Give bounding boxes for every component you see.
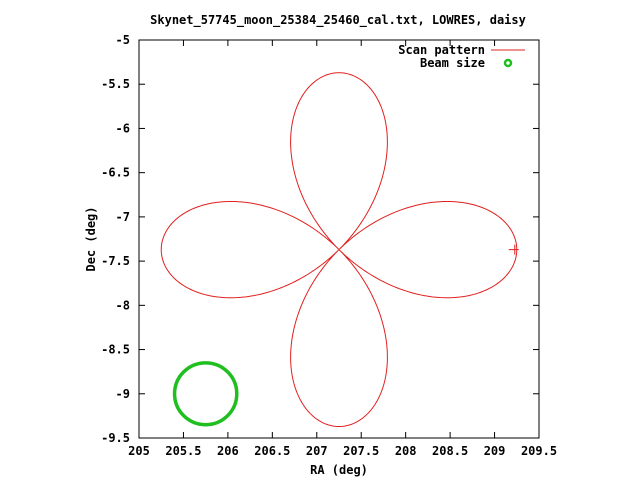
x-tick-label: 207 bbox=[306, 444, 328, 458]
plot-area bbox=[138, 39, 540, 439]
x-tick-label: 206.5 bbox=[254, 444, 290, 458]
y-tick-label: -5.5 bbox=[101, 77, 130, 91]
x-tick-label: 206 bbox=[217, 444, 239, 458]
y-tick-label: -6 bbox=[116, 121, 130, 135]
y-tick-label: -7 bbox=[116, 210, 130, 224]
legend-swatch-beam-size bbox=[503, 58, 513, 68]
y-tick-label: -7.5 bbox=[101, 254, 130, 268]
x-tick-label: 205 bbox=[128, 444, 150, 458]
x-axis: 205 205.5 206 206.5 207 207.5 208 208.5 209 209.5 bbox=[128, 40, 557, 458]
legend: Scan pattern Beam size bbox=[398, 43, 525, 70]
x-tick-label: 209.5 bbox=[521, 444, 557, 458]
plot-border bbox=[138, 39, 540, 439]
y-tick-label: -9 bbox=[116, 387, 130, 401]
y-axis: -5 -5.5 -6 -6.5 -7 -7.5 -8 -8.5 -9 -9.5 bbox=[101, 33, 539, 445]
x-tick-label: 209 bbox=[484, 444, 506, 458]
y-tick-label: -5 bbox=[116, 33, 130, 47]
legend-label-scan-pattern: Scan pattern bbox=[398, 43, 485, 57]
x-tick-label: 207.5 bbox=[343, 444, 379, 458]
chart-title: Skynet_57745_moon_25384_25460_cal.txt, L… bbox=[150, 13, 526, 28]
y-tick-label: -8 bbox=[116, 298, 130, 312]
y-tick-label: -8.5 bbox=[101, 343, 130, 357]
scan-pattern-line bbox=[160, 72, 518, 428]
y-axis-label: Dec (deg) bbox=[84, 206, 98, 271]
series-layer bbox=[160, 72, 519, 428]
y-tick-label: -9.5 bbox=[101, 431, 130, 445]
x-tick-label: 208.5 bbox=[432, 444, 468, 458]
x-axis-label: RA (deg) bbox=[310, 463, 368, 477]
beam-size-circle bbox=[172, 361, 239, 427]
y-tick-label: -6.5 bbox=[101, 166, 130, 180]
x-tick-label: 208 bbox=[395, 444, 417, 458]
x-tick-label: 205.5 bbox=[165, 444, 201, 458]
legend-label-beam-size: Beam size bbox=[420, 56, 485, 70]
